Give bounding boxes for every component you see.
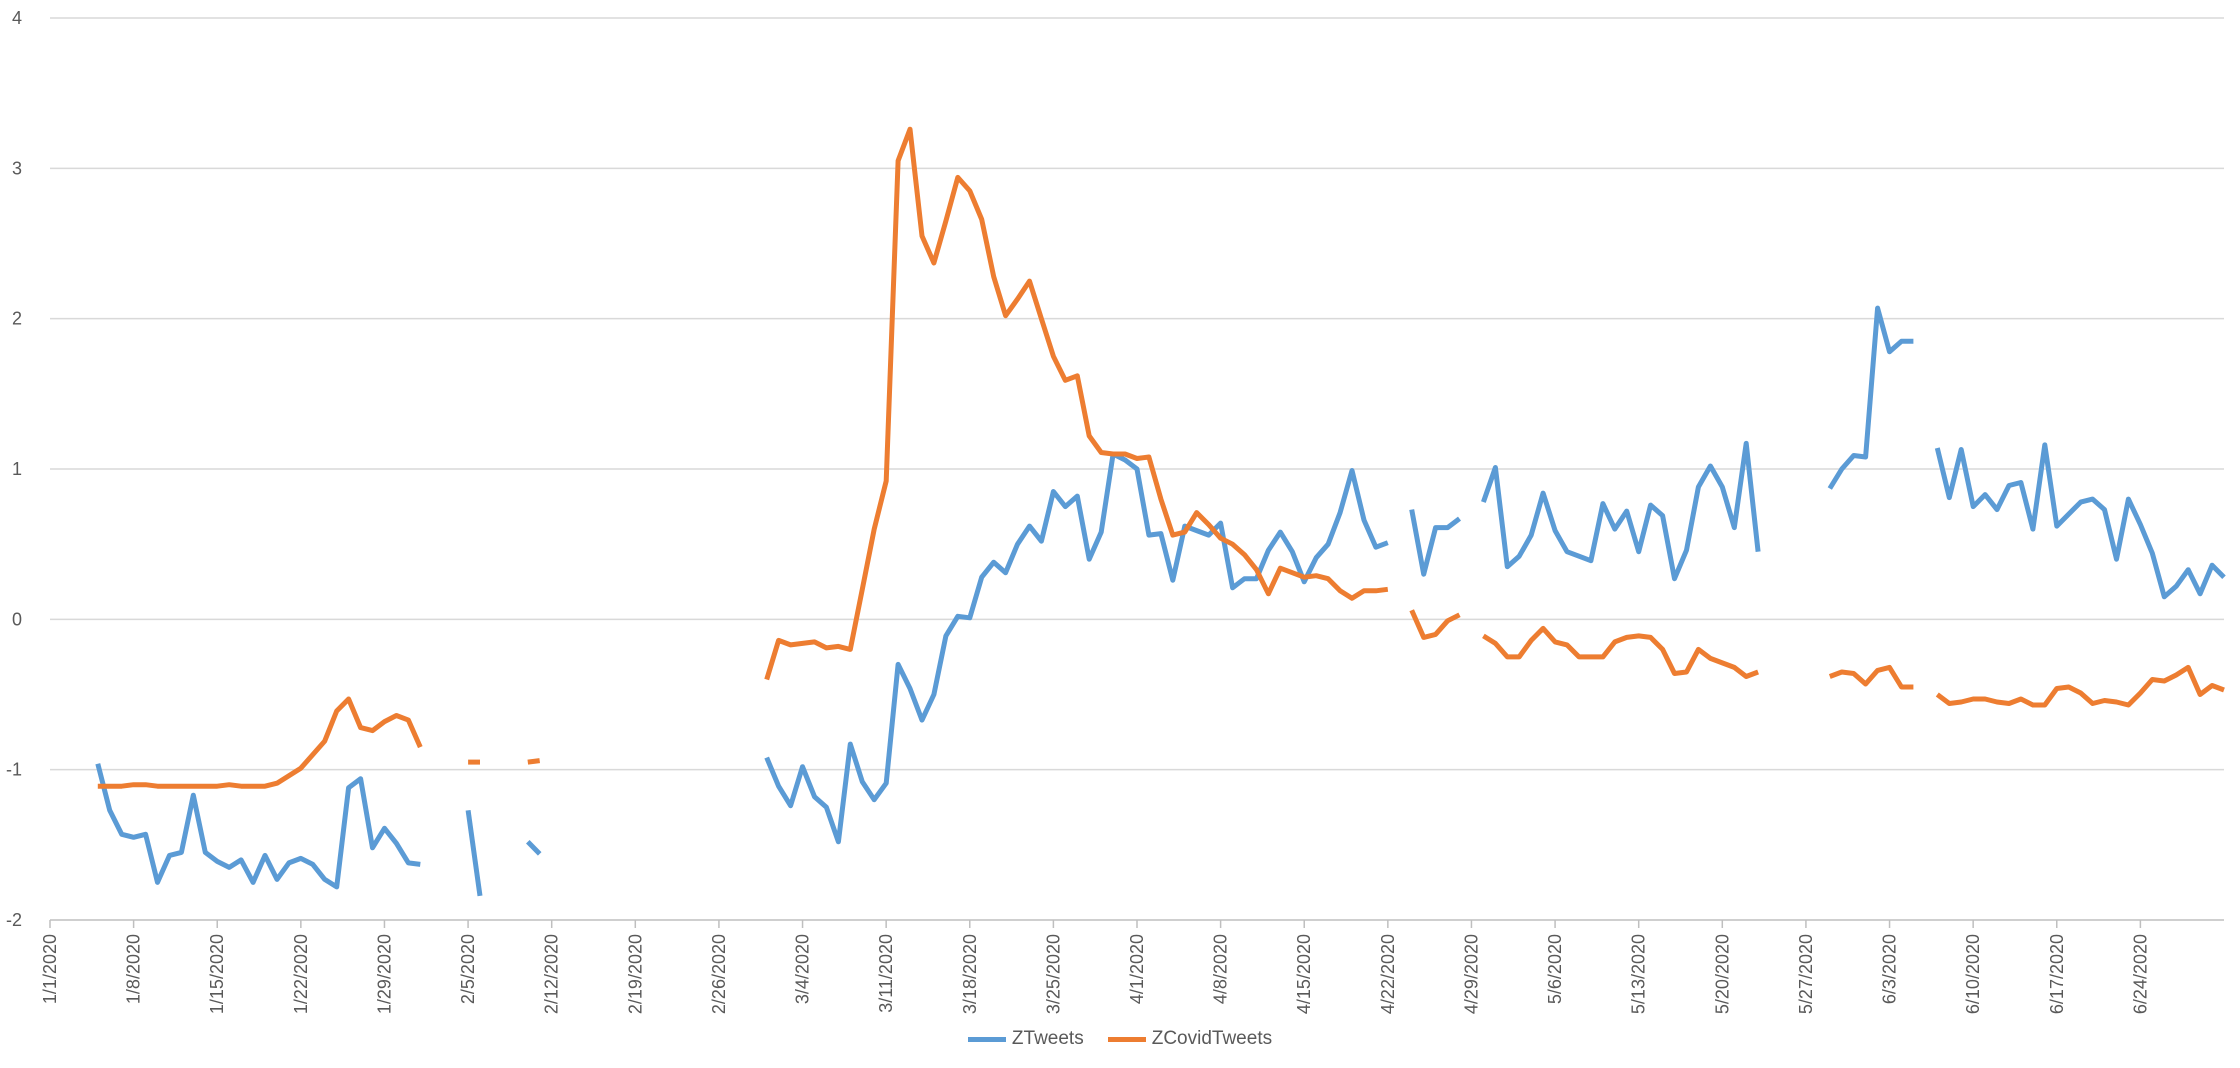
series-line-zcovidtweets: [1935, 664, 2225, 708]
x-tick-label: 3/18/2020: [960, 934, 980, 1014]
series-line-ztweets: [526, 840, 542, 856]
x-tick-label: 4/8/2020: [1211, 934, 1231, 1004]
series-line-zcovidtweets: [764, 126, 1389, 681]
legend-label-zcovidtweets: ZCovidTweets: [1151, 1028, 1273, 1049]
x-tick-label: 6/24/2020: [2130, 934, 2150, 1014]
x-tick-label: 2/26/2020: [709, 934, 729, 1014]
x-tick-label: 1/22/2020: [291, 934, 311, 1014]
x-tick-label: 1/29/2020: [374, 934, 394, 1014]
x-tick-label: 5/20/2020: [1712, 934, 1732, 1014]
x-tick-label: 6/17/2020: [2047, 934, 2067, 1014]
y-tick-label: 4: [12, 8, 22, 28]
series-line-ztweets: [1934, 442, 2226, 600]
y-tick-label: 1: [12, 459, 22, 479]
x-tick-label: 6/10/2020: [1963, 934, 1983, 1014]
legend-label-ztweets: ZTweets: [1011, 1028, 1084, 1049]
series-line-ztweets: [1409, 509, 1462, 577]
legend: ZTweets ZCovidTweets: [0, 1028, 2240, 1050]
series-line-zcovidtweets: [97, 696, 423, 789]
y-tick-label: 2: [12, 309, 22, 329]
series-line-ztweets: [95, 763, 421, 890]
series-line-zcovidtweets: [1482, 625, 1759, 679]
series-lines: [95, 126, 2226, 897]
grid-lines: [50, 17, 2224, 771]
x-tick-label: 5/6/2020: [1545, 934, 1565, 1004]
legend-swatch-zcovidtweets: [1107, 1036, 1146, 1042]
x-tick-label: 6/3/2020: [1880, 934, 1900, 1004]
x-tick-label: 4/29/2020: [1461, 934, 1481, 1014]
axes: -2 -1 0 1 2 3 4 1/1/2020 1/8/2020 1/15/2020 1/22/2…: [6, 8, 2224, 1014]
x-tick-label: 3/4/2020: [793, 934, 813, 1004]
x-tick-label: 1/1/2020: [40, 934, 60, 1004]
x-tick-label: 1/15/2020: [207, 934, 227, 1014]
x-tick-label: 3/11/2020: [876, 934, 896, 1013]
series-line-ztweets: [465, 809, 483, 897]
y-tick-label: -1: [6, 760, 22, 780]
legend-item-ztweets: ZTweets: [967, 1028, 1084, 1050]
series-line-zcovidtweets: [1409, 609, 1461, 640]
x-tick-label: 5/27/2020: [1796, 934, 1816, 1014]
x-tick-label: 4/15/2020: [1294, 934, 1314, 1014]
series-line-zcovidtweets: [527, 758, 541, 765]
series-line-ztweets: [764, 451, 1389, 845]
x-tick-label: 4/22/2020: [1378, 934, 1398, 1014]
series-line-ztweets: [1827, 305, 1914, 490]
x-tick-label: 4/1/2020: [1127, 934, 1147, 1004]
x-tick-label: 2/12/2020: [542, 934, 562, 1014]
x-tick-label: 2/5/2020: [458, 934, 478, 1004]
series-line-ztweets: [1481, 440, 1761, 582]
legend-item-zcovidtweets: ZCovidTweets: [1107, 1028, 1273, 1050]
y-tick-label: -2: [6, 910, 22, 930]
x-tick-label: 3/25/2020: [1043, 934, 1063, 1014]
y-tick-label: 3: [12, 158, 22, 178]
x-tick-label: 1/8/2020: [124, 934, 144, 1004]
series-line-zcovidtweets: [1828, 664, 1914, 690]
x-tick-label: 5/13/2020: [1629, 934, 1649, 1014]
legend-swatch-ztweets: [967, 1036, 1006, 1042]
y-tick-label: 0: [12, 609, 22, 629]
x-tick-label: 2/19/2020: [625, 934, 645, 1014]
